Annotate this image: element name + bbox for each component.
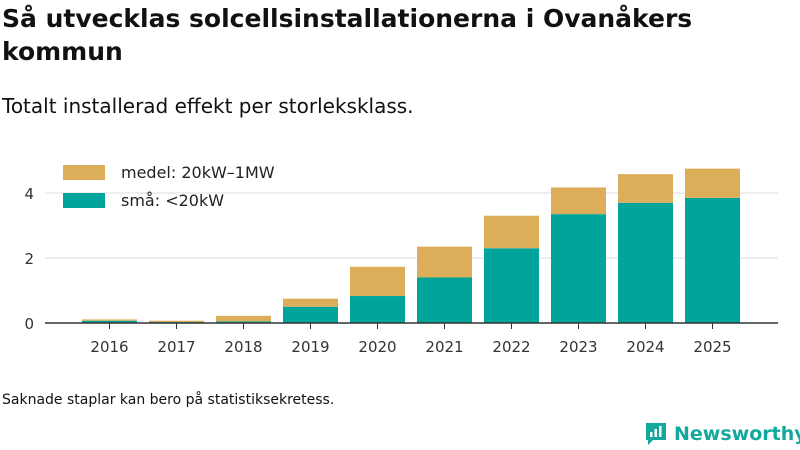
x-tick-label-2025: 2025	[693, 338, 731, 356]
x-tick-label-2019: 2019	[291, 338, 329, 356]
y-tick-label: 4	[24, 185, 34, 203]
chart-title: Så utvecklas solcellsinstallationerna i …	[2, 4, 693, 66]
bar-2020-medel	[350, 266, 405, 297]
x-tick-label-2018: 2018	[224, 338, 262, 356]
x-tick-label-2022: 2022	[492, 338, 530, 356]
y-tick-label: 0	[24, 315, 34, 333]
bar-2021-sma	[417, 277, 472, 323]
brand-logo: Newsworthy	[644, 420, 800, 448]
x-tick-label-2024: 2024	[626, 338, 664, 356]
bar-2024-medel	[618, 174, 673, 203]
bar-2016-sma	[82, 320, 137, 323]
x-tick-label-2016: 2016	[90, 338, 128, 356]
bar-2023-sma	[551, 214, 606, 323]
bar-2023-medel	[551, 187, 606, 215]
legend-label-medel: medel: 20kW–1MW	[121, 163, 275, 182]
bar-2016-medel	[82, 319, 137, 321]
bar-2019-medel	[283, 298, 338, 307]
bar-2022-sma	[484, 248, 539, 323]
bar-2020-sma	[350, 296, 405, 323]
legend-swatch-sma	[63, 193, 105, 208]
bar-2017-medel	[149, 320, 204, 323]
chart-area: 0 2 4 2016 2017 2018 2019 2020 2021 2022 2023 2024…	[24, 163, 778, 356]
legend: medel: 20kW–1MW små: <20kW	[63, 163, 275, 210]
bar-2022-medel	[484, 215, 539, 249]
newsworthy-logo-icon	[646, 423, 666, 445]
brand-name: Newsworthy	[674, 423, 800, 445]
bar-2018-sma	[216, 321, 271, 323]
bar-2021-medel	[417, 246, 472, 278]
bar-2025-medel	[685, 168, 740, 198]
x-tick-label-2017: 2017	[157, 338, 195, 356]
x-tick-label-2021: 2021	[425, 338, 463, 356]
bar-2019-sma	[283, 306, 338, 323]
legend-swatch-medel	[63, 165, 105, 180]
bars	[82, 168, 740, 323]
bar-2018-medel	[216, 315, 271, 322]
x-tick-label-2020: 2020	[358, 338, 396, 356]
legend-label-sma: små: <20kW	[121, 191, 224, 210]
y-tick-label: 2	[24, 250, 34, 268]
bar-2024-sma	[618, 202, 673, 323]
chart-subtitle: Totalt installerad effekt per storlekskl…	[2, 94, 414, 118]
axes: 2016 2017 2018 2019 2020 2021 2022 2023 2024 2025	[45, 322, 778, 356]
x-tick-label-2023: 2023	[559, 338, 597, 356]
bar-2025-sma	[685, 197, 740, 323]
footnote: Saknade staplar kan bero på statistiksek…	[2, 392, 335, 408]
